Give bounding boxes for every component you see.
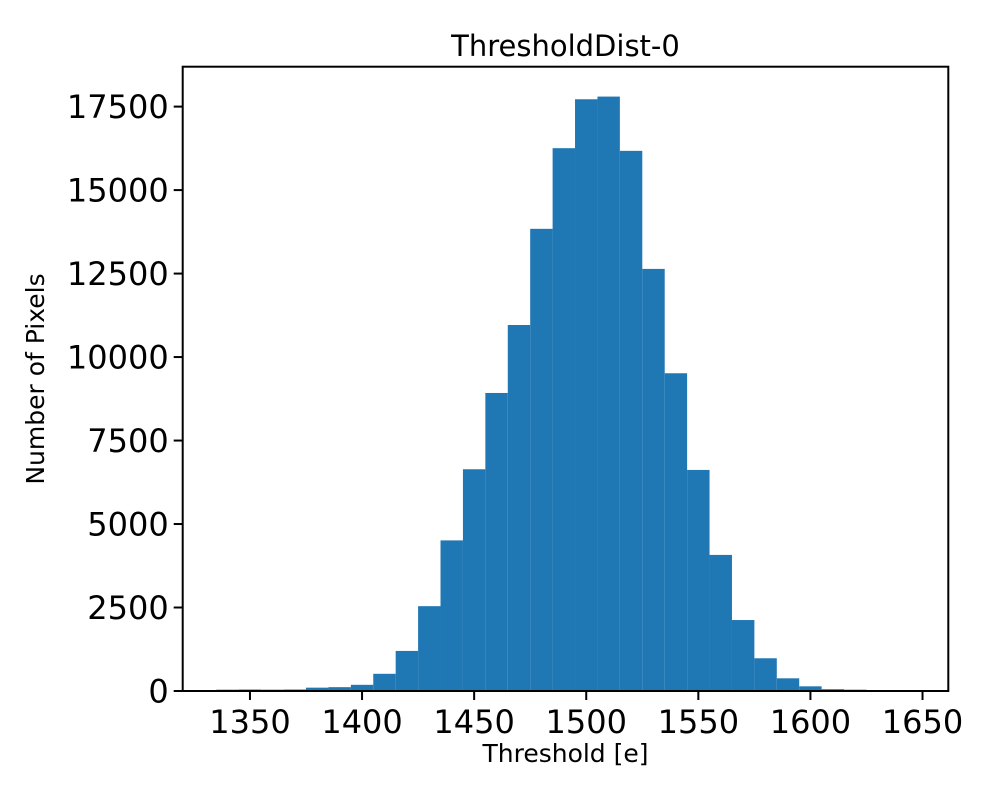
y-axis-label: Number of Pixels [21, 273, 50, 484]
y-tick-label: 5000 [87, 506, 168, 544]
y-tick-label: 10000 [67, 339, 169, 377]
histogram-bar [418, 606, 440, 691]
histogram-bar [665, 373, 687, 691]
histogram-bar [642, 269, 664, 691]
histogram-bar [485, 393, 507, 691]
x-tick-label: 1400 [321, 703, 402, 741]
histogram-bar [373, 674, 395, 691]
x-axis-label: Threshold [e] [481, 739, 648, 768]
histogram-bar [710, 555, 732, 691]
x-tick-label: 1450 [433, 703, 514, 741]
x-tick-label: 1550 [658, 703, 739, 741]
histogram-bar [620, 151, 642, 691]
chart-title: ThresholdDist-0 [450, 29, 680, 63]
histogram-bar [597, 97, 619, 691]
histogram-bar [463, 469, 485, 691]
histogram-bar [396, 651, 418, 691]
histogram-bar [777, 678, 799, 691]
histogram-bar [508, 325, 530, 691]
x-tick-label: 1350 [209, 703, 290, 741]
bars-layer [216, 97, 911, 691]
y-tick-label: 2500 [87, 589, 168, 627]
histogram-bar [575, 99, 597, 691]
histogram-bar [754, 658, 776, 691]
y-tick-label: 0 [148, 673, 168, 711]
histogram-bar [530, 229, 552, 691]
x-tick-label: 1500 [546, 703, 627, 741]
histogram-bar [732, 620, 754, 691]
y-tick-label: 7500 [87, 422, 168, 460]
y-tick-label: 12500 [67, 255, 169, 293]
histogram-bar [441, 540, 463, 691]
histogram-bar [553, 148, 575, 691]
histogram-bar [687, 470, 709, 691]
x-tick-label: 1650 [882, 703, 963, 741]
y-tick-label: 15000 [67, 172, 169, 210]
y-tick-label: 17500 [67, 88, 169, 126]
x-tick-label: 1600 [770, 703, 851, 741]
